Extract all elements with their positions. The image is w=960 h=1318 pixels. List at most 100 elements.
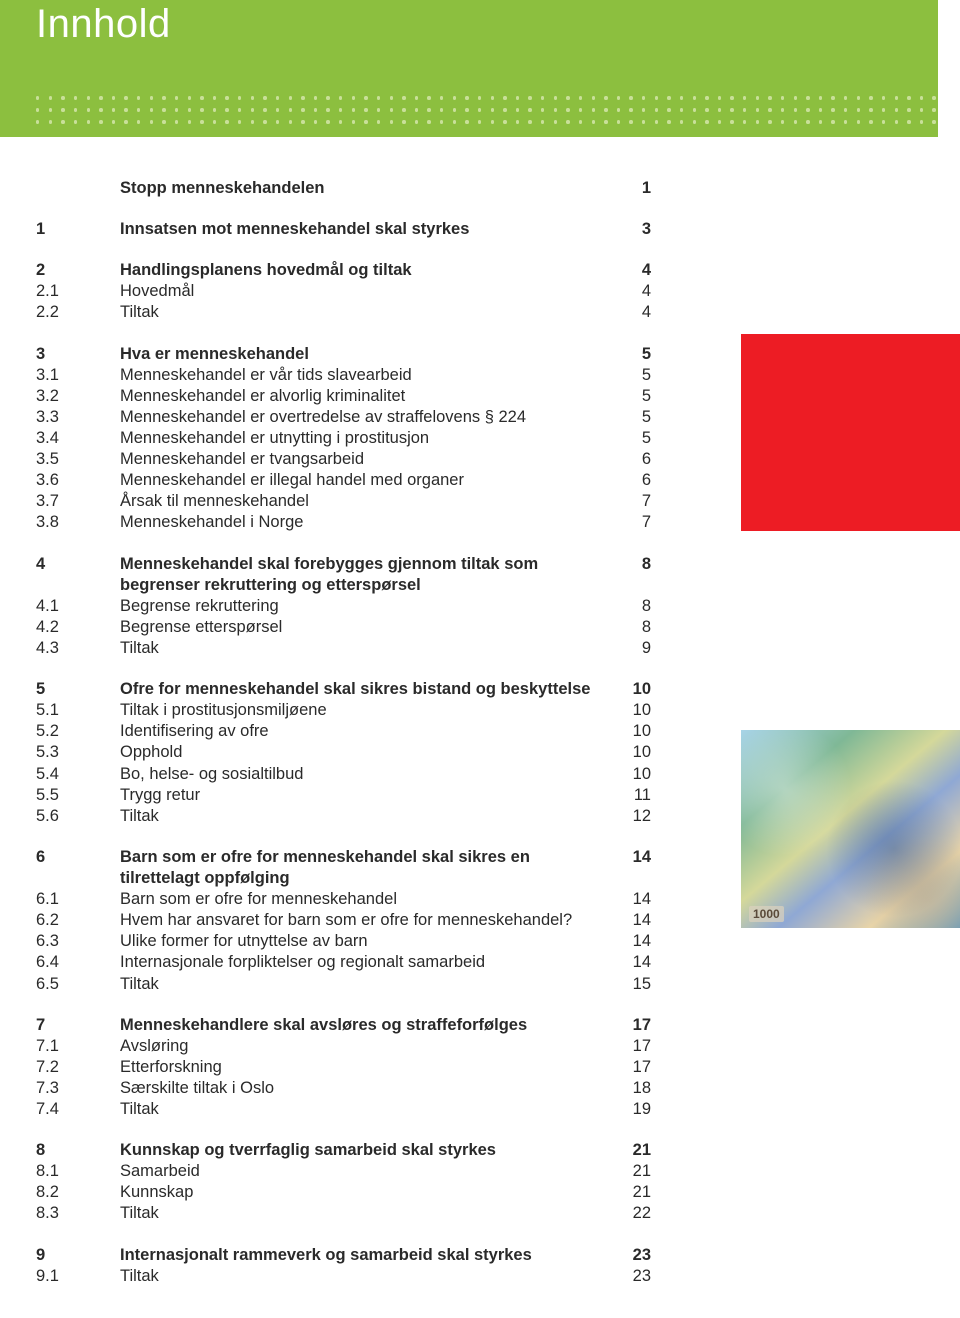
toc-number: 6.2 [36, 910, 120, 931]
toc-number: 7 [36, 1015, 120, 1036]
toc-title: Tiltak [120, 806, 621, 827]
toc-title: Samarbeid [120, 1161, 621, 1182]
toc-row: 3.2Menneskehandel er alvorlig kriminalit… [36, 386, 651, 407]
toc-number: 2 [36, 260, 120, 281]
toc-row: 9Internasjonalt rammeverk og samarbeid s… [36, 1245, 651, 1266]
toc-page: 14 [621, 952, 651, 973]
toc-title: Begrense etterspørsel [120, 617, 621, 638]
toc-row: 5Ofre for menneskehandel skal sikres bis… [36, 679, 651, 700]
toc-title: Tiltak [120, 974, 621, 995]
toc-page: 8 [621, 554, 651, 596]
toc-page: 14 [621, 847, 651, 889]
toc-row: 6.4Internasjonale forpliktelser og regio… [36, 952, 651, 973]
toc-page: 17 [621, 1036, 651, 1057]
toc-title: Begrense rekruttering [120, 596, 621, 617]
toc-row: 6.3Ulike former for utnyttelse av barn14 [36, 931, 651, 952]
toc-page: 17 [621, 1015, 651, 1036]
toc-number: 7.4 [36, 1099, 120, 1120]
toc-page: 19 [621, 1099, 651, 1120]
toc-page: 12 [621, 806, 651, 827]
toc-number: 5.1 [36, 700, 120, 721]
toc-page: 11 [621, 785, 651, 806]
toc-row: 1Innsatsen mot menneskehandel skal styrk… [36, 219, 651, 240]
toc-page: 21 [621, 1161, 651, 1182]
toc-row: 5.4Bo, helse- og sosialtilbud10 [36, 764, 651, 785]
toc-page: 5 [621, 365, 651, 386]
toc-title: Barn som er ofre for menneskehandel skal… [120, 847, 621, 889]
decorative-red-box [741, 334, 960, 531]
toc-number: 3.6 [36, 470, 120, 491]
toc-row: 5.5Trygg retur11 [36, 785, 651, 806]
toc-number: 6.5 [36, 974, 120, 995]
toc-row: 2Handlingsplanens hovedmål og tiltak4 [36, 260, 651, 281]
toc-page: 21 [621, 1182, 651, 1203]
toc-number: 8.1 [36, 1161, 120, 1182]
toc-row: 6Barn som er ofre for menneskehandel ska… [36, 847, 651, 889]
toc-number: 3.7 [36, 491, 120, 512]
toc-row: 3.6Menneskehandel er illegal handel med … [36, 470, 651, 491]
toc-page: 4 [621, 260, 651, 281]
toc-number: 3.8 [36, 512, 120, 533]
toc-row: 3.1Menneskehandel er vår tids slavearbei… [36, 365, 651, 386]
toc-row: 2.1Hovedmål4 [36, 281, 651, 302]
toc-title: Hovedmål [120, 281, 621, 302]
toc-row: 8Kunnskap og tverrfaglig samarbeid skal … [36, 1140, 651, 1161]
toc-number: 3 [36, 344, 120, 365]
toc-page: 9 [621, 638, 651, 659]
toc-number: 2.1 [36, 281, 120, 302]
toc-page: 4 [621, 281, 651, 302]
toc-page: 14 [621, 931, 651, 952]
toc-title: Hva er menneskehandel [120, 344, 621, 365]
toc-title: Internasjonalt rammeverk og samarbeid sk… [120, 1245, 621, 1266]
toc-row: 5.2Identifisering av ofre10 [36, 721, 651, 742]
toc-title: Tiltak [120, 1266, 621, 1287]
toc-number: 3.3 [36, 407, 120, 428]
toc-page: 10 [621, 721, 651, 742]
toc-page: 23 [621, 1245, 651, 1266]
toc-number: 3.4 [36, 428, 120, 449]
toc-title: Ofre for menneskehandel skal sikres bist… [120, 679, 621, 700]
toc-row: 7.1Avsløring17 [36, 1036, 651, 1057]
toc-row: 5.3Opphold10 [36, 742, 651, 763]
toc-number [36, 178, 120, 199]
toc-number: 3.1 [36, 365, 120, 386]
toc-row: 3.4Menneskehandel er utnytting i prostit… [36, 428, 651, 449]
toc-container: Stopp menneskehandelen11Innsatsen mot me… [36, 178, 651, 1287]
toc-title: Trygg retur [120, 785, 621, 806]
toc-title: Stopp menneskehandelen [120, 178, 621, 199]
toc-title: Årsak til menneskehandel [120, 491, 621, 512]
toc-title: Internasjonale forpliktelser og regional… [120, 952, 621, 973]
toc-page: 5 [621, 344, 651, 365]
toc-number: 6.3 [36, 931, 120, 952]
toc-row: 7Menneskehandlere skal avsløres og straf… [36, 1015, 651, 1036]
toc-page: 17 [621, 1057, 651, 1078]
toc-title: Tiltak [120, 1099, 621, 1120]
toc-list: Stopp menneskehandelen11Innsatsen mot me… [36, 178, 651, 1287]
toc-title: Menneskehandel er utnytting i prostitusj… [120, 428, 621, 449]
toc-title: Kunnskap [120, 1182, 621, 1203]
toc-row: 6.5Tiltak15 [36, 974, 651, 995]
toc-number: 3.2 [36, 386, 120, 407]
dots-row [36, 108, 936, 112]
toc-page: 7 [621, 512, 651, 533]
toc-page: 14 [621, 910, 651, 931]
toc-number: 7.2 [36, 1057, 120, 1078]
toc-row: 7.3Særskilte tiltak i Oslo18 [36, 1078, 651, 1099]
toc-page: 18 [621, 1078, 651, 1099]
toc-page: 6 [621, 470, 651, 491]
toc-page: 10 [621, 679, 651, 700]
toc-row: 7.2Etterforskning17 [36, 1057, 651, 1078]
page-title: Innhold [36, 2, 171, 47]
toc-row: 4Menneskehandel skal forebygges gjennom … [36, 554, 651, 596]
toc-number: 5.4 [36, 764, 120, 785]
toc-page: 10 [621, 764, 651, 785]
toc-title: Etterforskning [120, 1057, 621, 1078]
toc-page: 4 [621, 302, 651, 323]
toc-row: 5.6Tiltak12 [36, 806, 651, 827]
toc-number: 6 [36, 847, 120, 889]
toc-title: Ulike former for utnyttelse av barn [120, 931, 621, 952]
toc-title: Tiltak [120, 1203, 621, 1224]
toc-number: 2.2 [36, 302, 120, 323]
toc-page: 8 [621, 596, 651, 617]
toc-title: Særskilte tiltak i Oslo [120, 1078, 621, 1099]
